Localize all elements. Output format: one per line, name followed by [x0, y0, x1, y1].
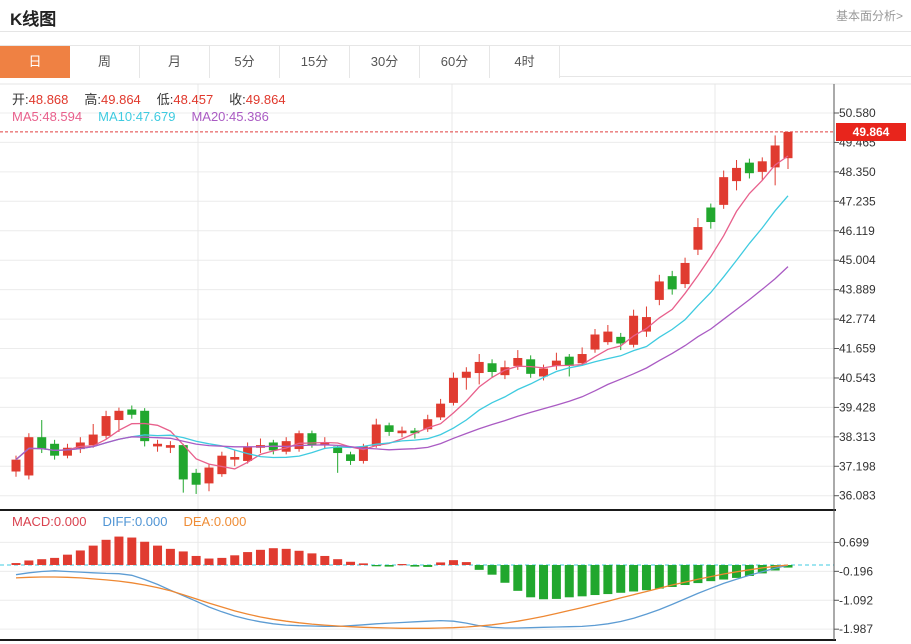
macd-legend-macd: MACD:0.000 [12, 514, 87, 529]
ohlc-legend: 开:48.868 高:49.864 低:48.457 收:49.864 [12, 89, 302, 108]
current-price-tag: 49.864 [836, 122, 906, 141]
axis-tick-40.543: 40.543 [839, 371, 876, 385]
axis-tick-39.428: 39.428 [839, 400, 876, 414]
axis-tick--1.987: -1.987 [839, 622, 873, 636]
macd-legend: MACD:0.000 DIFF:0.000 DEA:0.000 [12, 514, 262, 529]
interval-tab-bar: 日周月 5分 15分 30分 60分 4时 [0, 45, 911, 78]
axis-tick--0.196: -0.196 [839, 564, 873, 578]
axis-tick-36.083: 36.083 [839, 489, 876, 503]
tab-30分[interactable]: 30分 [350, 46, 420, 78]
axis-tick--1.092: -1.092 [839, 593, 873, 607]
tab-60分[interactable]: 60分 [420, 46, 490, 78]
tab-月[interactable]: 月 [140, 46, 210, 78]
ohlc-legend-close: 收:49.864 [229, 92, 286, 107]
axis-tick-42.774: 42.774 [839, 312, 876, 326]
macd-legend-diff: DIFF:0.000 [102, 514, 168, 529]
page-title: K线图 [10, 10, 57, 29]
ma-legend-ma20: MA20:45.386 [191, 109, 269, 124]
axis-tick-38.313: 38.313 [839, 430, 876, 444]
axis-tick-45.004: 45.004 [839, 253, 876, 267]
tab-周[interactable]: 周 [70, 46, 140, 78]
axis-tick-50.580: 50.580 [839, 106, 876, 120]
tab-15分[interactable]: 15分 [280, 46, 350, 78]
axis-tick-46.119: 46.119 [839, 224, 875, 238]
ohlc-legend-open: 开:48.868 [12, 92, 69, 107]
ma-legend-ma10: MA10:47.679 [98, 109, 176, 124]
ma-legend-ma5: MA5:48.594 [12, 109, 83, 124]
macd-legend-dea: DEA:0.000 [183, 514, 247, 529]
axis-tick-0.699: 0.699 [839, 535, 869, 549]
axis-tick-41.659: 41.659 [839, 342, 876, 356]
axis-tick-48.350: 48.350 [839, 165, 876, 179]
fundamental-analysis-link[interactable]: 基本面分析> [835, 9, 903, 23]
header: K线图 基本面分析> [0, 0, 911, 32]
tab-4时[interactable]: 4时 [490, 46, 560, 78]
axis-tick-43.889: 43.889 [839, 283, 876, 297]
ohlc-legend-high: 高:49.864 [84, 92, 141, 107]
axis-tick-37.198: 37.198 [839, 459, 876, 473]
axis-tick-47.235: 47.235 [839, 194, 876, 208]
ohlc-legend-low: 低:48.457 [156, 92, 214, 107]
ma-legend: MA5:48.594 MA10:47.679 MA20:45.386 [12, 109, 285, 124]
tab-日[interactable]: 日 [0, 46, 70, 78]
tab-5分[interactable]: 5分 [210, 46, 280, 78]
